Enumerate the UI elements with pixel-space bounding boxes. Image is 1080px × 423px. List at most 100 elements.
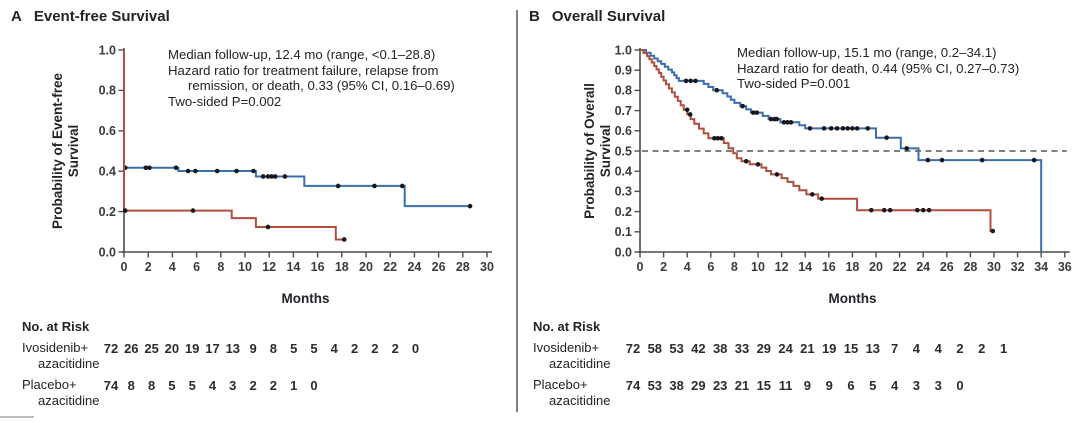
y-tick-label: 0.4: [99, 165, 116, 179]
risk-count: 53: [647, 378, 663, 393]
risk-count: 5: [290, 341, 298, 356]
risk-count: 2: [391, 341, 399, 356]
y-axis-label-a: Probability of Event-free Survival: [50, 73, 82, 229]
risk-count: 15: [843, 341, 859, 356]
censor-mark: [714, 87, 719, 93]
x-tick-label: 28: [456, 260, 470, 274]
risk-count: 25: [144, 341, 159, 356]
figure-edge-mark: [0, 416, 34, 418]
risk-count: 9: [249, 341, 257, 356]
risk-row-label: Ivosidenib+: [22, 340, 89, 355]
x-tick-label: 18: [845, 260, 859, 274]
overall-survival-plot: 0.00.10.20.30.40.50.60.70.80.91.00 2 4 6 8 10…: [615, 43, 1072, 274]
censor-mark: [809, 192, 815, 197]
censor-mark: [868, 207, 874, 213]
censor-mark: [821, 126, 827, 131]
censor-mark: [774, 116, 780, 122]
censor-mark: [122, 208, 128, 213]
annotation-a-line4: Two-sided P=0.002: [168, 93, 282, 109]
y-tick-label: 0.6: [615, 124, 632, 138]
risk-row-label: Placebo+: [533, 377, 588, 392]
censor-mark: [260, 174, 266, 179]
y-axis-label-a-line2: Survival: [66, 124, 81, 178]
x-tick-label: 22: [893, 260, 907, 274]
censor-mark: [743, 159, 749, 164]
panel-overall-survival: 0.0 0.1 0.2 0.3 0.4 0.5 0.6 0.7 0.8 0.9 1.0 0 2 4 6 8 10…: [520, 0, 1080, 423]
censor-mark: [881, 207, 887, 213]
risk-count: 4: [934, 341, 942, 356]
y-tick-label: 0.5: [615, 144, 632, 158]
panel-event-free-survival: 0.0 0.2 0.4 0.6 0.8 1.0 0 2 4 6 8 10 12 14 16 18 20 22 24 2…: [0, 0, 515, 423]
censor-mark: [688, 78, 694, 84]
risk-count: 3: [934, 378, 942, 393]
x-tick-label: 8: [217, 260, 224, 274]
censor-mark: [740, 103, 745, 109]
risk-row-label: azacitidine: [38, 393, 100, 408]
censor-mark: [372, 183, 377, 189]
risk-count: 21: [734, 378, 750, 393]
x-tick-label: 16: [311, 260, 325, 274]
censor-mark: [768, 116, 774, 122]
x-tick-label: 36: [1058, 260, 1072, 274]
censor-mark: [785, 120, 790, 125]
risk-count: 29: [691, 378, 706, 393]
placebo-azacitidine-curve: [640, 49, 994, 232]
y-tick-label: 0.9: [615, 64, 632, 78]
risk-count: 72: [103, 341, 119, 356]
x-axis-label-b: Months: [828, 291, 877, 306]
risk-count: 2: [350, 341, 359, 356]
censor-mark: [265, 174, 271, 179]
censor-mark: [687, 112, 693, 117]
risk-count: 2: [269, 378, 277, 393]
y-tick-label: 0.1: [615, 225, 632, 239]
censor-mark: [840, 126, 846, 131]
risk-count: 26: [124, 341, 139, 356]
risk-row-label: azacitidine: [549, 393, 611, 408]
risk-count: 2: [249, 378, 257, 393]
risk-count: 15: [756, 378, 772, 393]
risk-count: 9: [825, 378, 833, 393]
y-tick-label: 0.0: [615, 245, 632, 259]
risk-count: 4: [890, 378, 899, 393]
y-tick-label: 0.7: [615, 104, 632, 118]
censor-mark: [904, 146, 909, 151]
risk-count: 19: [821, 341, 837, 356]
risk-count: 5: [168, 378, 176, 393]
y-tick-label: 0.3: [615, 185, 632, 199]
x-tick-label: 10: [751, 260, 765, 274]
x-tick-label: 4: [684, 260, 691, 274]
censor-mark: [251, 168, 256, 174]
x-tick-label: 6: [707, 260, 714, 274]
censor-mark: [754, 110, 760, 115]
risk-count: 53: [669, 341, 684, 356]
y-axis-label-b: Probability of Overall Survival: [582, 83, 614, 219]
panel-a-title: A Event-free Survival: [11, 8, 170, 25]
censor-mark: [335, 183, 341, 189]
censor-mark: [781, 120, 787, 125]
risk-count: 2: [978, 341, 986, 356]
censor-mark: [467, 203, 473, 209]
censor-mark: [1031, 157, 1037, 163]
x-tick-label: 16: [822, 260, 836, 274]
censor-mark: [939, 157, 945, 163]
y-tick-label: 0.4: [615, 165, 632, 179]
x-tick-label: 28: [963, 260, 977, 274]
panel-b-title-text: Overall Survival: [551, 8, 666, 25]
censor-mark: [788, 120, 794, 125]
x-tick-label: 34: [1034, 260, 1048, 274]
x-tick-label: 14: [286, 260, 300, 274]
risk-count: 42: [691, 341, 706, 356]
censor-mark: [884, 135, 889, 140]
panel-b-title: B Overall Survival: [529, 8, 665, 25]
censor-mark: [834, 126, 840, 131]
x-tick-label: 24: [916, 260, 930, 274]
censor-mark: [282, 174, 288, 179]
risk-count: 0: [310, 378, 318, 393]
censor-mark: [828, 126, 834, 131]
x-tick-label: 2: [145, 260, 152, 274]
risk-count: 8: [269, 341, 277, 356]
censor-mark: [979, 157, 985, 163]
ivosidenib-azacitidine-curve: [123, 50, 471, 208]
x-tick-label: 12: [262, 260, 276, 274]
